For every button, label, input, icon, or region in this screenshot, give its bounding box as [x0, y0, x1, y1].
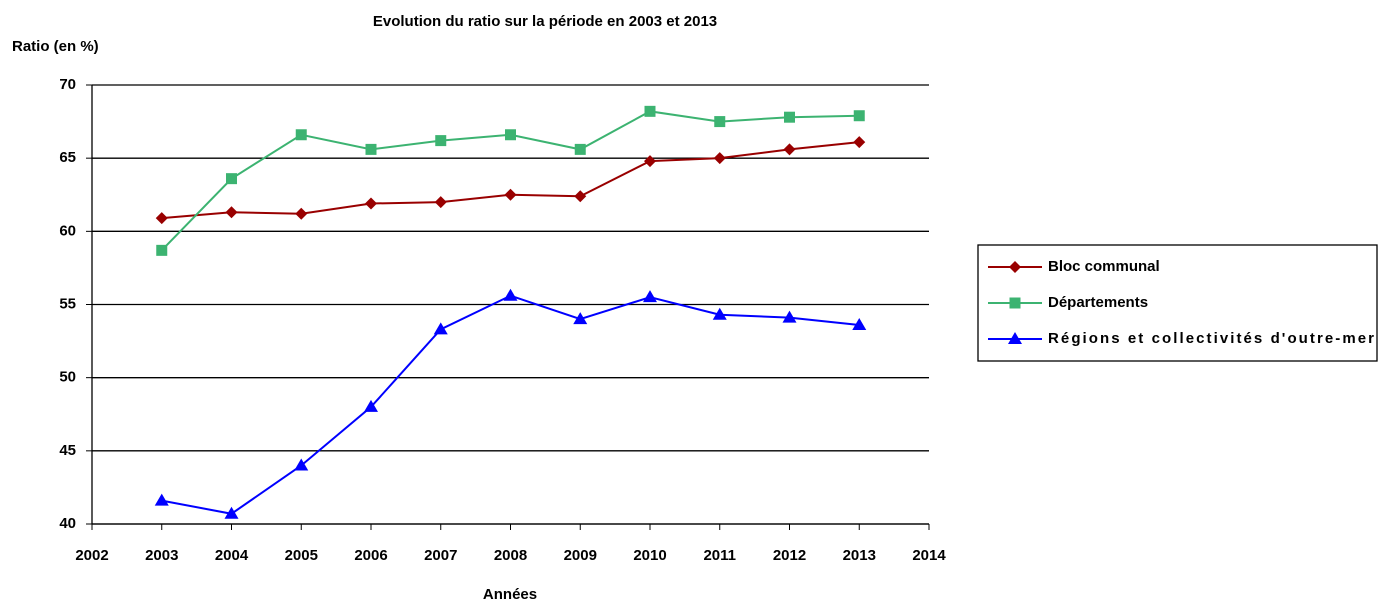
marker — [782, 310, 797, 323]
marker — [295, 129, 307, 141]
x-tick-label: 2005 — [285, 547, 318, 564]
marker — [503, 288, 518, 301]
marker — [783, 143, 796, 156]
marker — [225, 206, 238, 219]
marker — [712, 307, 727, 320]
legend-label: Régions et collectivités d'outre-mer — [1048, 330, 1374, 347]
marker — [434, 196, 447, 209]
y-tick-label: 50 — [59, 369, 76, 386]
marker — [644, 105, 656, 117]
marker — [1009, 297, 1021, 309]
marker — [365, 143, 377, 155]
y-axis-label: Ratio (en %) — [12, 38, 99, 55]
marker — [1009, 261, 1021, 273]
y-tick-label: 60 — [59, 222, 76, 239]
legend-label: Bloc communal — [1048, 258, 1160, 275]
x-tick-label: 2004 — [215, 547, 249, 564]
marker — [435, 135, 447, 147]
marker — [644, 155, 656, 168]
marker — [295, 207, 308, 220]
y-tick-label: 45 — [59, 442, 76, 459]
marker — [364, 399, 378, 412]
marker — [643, 290, 657, 303]
x-tick-label: 2011 — [703, 547, 736, 564]
x-tick-label: 2014 — [912, 547, 946, 564]
marker — [574, 143, 586, 155]
chart-title: Evolution du ratio sur la période en 200… — [373, 13, 717, 30]
marker — [156, 244, 168, 256]
x-tick-label: 2002 — [75, 547, 108, 564]
x-tick-label: 2003 — [145, 547, 178, 564]
marker — [224, 506, 239, 519]
marker — [155, 212, 168, 225]
x-axis-label: Années — [483, 586, 537, 603]
marker — [433, 322, 448, 335]
marker — [226, 173, 237, 185]
marker — [1008, 332, 1022, 344]
series-line — [161, 294, 860, 515]
legend-label: Départements — [1048, 294, 1148, 311]
y-tick-label: 55 — [59, 295, 76, 312]
marker — [713, 152, 726, 165]
marker — [853, 136, 866, 149]
y-tick-label: 70 — [59, 76, 76, 93]
y-tick-label: 40 — [59, 515, 76, 532]
marker — [505, 129, 516, 141]
marker — [574, 190, 587, 203]
marker — [154, 493, 169, 506]
marker — [714, 116, 726, 128]
x-tick-label: 2007 — [424, 547, 457, 564]
x-tick-label: 2006 — [354, 547, 387, 564]
x-tick-label: 2010 — [633, 547, 666, 564]
x-tick-label: 2012 — [773, 547, 806, 564]
marker — [365, 197, 377, 210]
legend-box — [977, 244, 1378, 362]
series-line — [161, 141, 860, 220]
marker — [853, 110, 865, 122]
marker — [573, 312, 588, 325]
y-tick-label: 65 — [59, 149, 76, 166]
marker — [504, 188, 517, 201]
marker — [784, 111, 795, 123]
marker — [852, 317, 867, 330]
x-tick-label: 2013 — [843, 547, 876, 564]
x-tick-label: 2009 — [564, 547, 597, 564]
marker — [294, 458, 309, 471]
x-tick-label: 2008 — [494, 547, 527, 564]
